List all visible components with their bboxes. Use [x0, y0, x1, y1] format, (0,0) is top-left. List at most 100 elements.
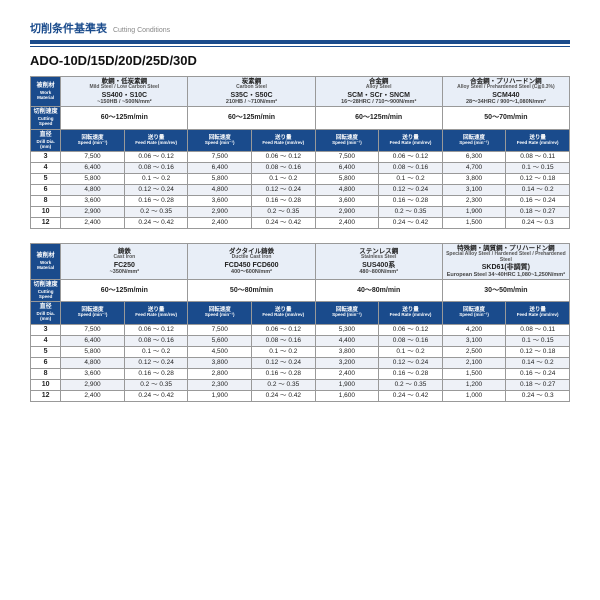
rotation-speed-header: 回転速度Speed (min⁻¹)	[61, 302, 125, 324]
feed-value: 0.12 ～ 0.24	[252, 184, 316, 195]
feed-value: 0.1 ～ 0.2	[379, 346, 443, 357]
feed-value: 0.1 ～ 0.2	[124, 346, 188, 357]
speed-value: 1,900	[442, 207, 506, 218]
speed-value: 4,200	[442, 324, 506, 335]
feed-value: 0.16 ～ 0.28	[379, 196, 443, 207]
cutting-conditions-table: 被削材Work Material軟鋼・低炭素鋼Mild Steel / Low …	[30, 76, 570, 229]
material-header: ステンレス鋼Stainless SteelSUS400系480~800N/mm²	[315, 244, 442, 280]
feed-value: 0.12 ～ 0.24	[252, 357, 316, 368]
speed-value: 2,100	[442, 357, 506, 368]
speed-value: 1,200	[442, 379, 506, 390]
speed-value: 7,500	[61, 324, 125, 335]
speed-value: 6,400	[188, 162, 252, 173]
diameter-cell: 12	[31, 218, 61, 229]
feed-value: 0.08 ～ 0.16	[124, 335, 188, 346]
speed-value: 7,500	[188, 151, 252, 162]
feed-value: 0.16 ～ 0.28	[124, 368, 188, 379]
rotation-speed-header: 回転速度Speed (min⁻¹)	[315, 302, 379, 324]
feed-value: 0.1 ～ 0.2	[252, 346, 316, 357]
title-jp: 切削条件基準表	[30, 23, 107, 35]
speed-value: 2,900	[61, 207, 125, 218]
speed-value: 4,400	[315, 335, 379, 346]
speed-value: 3,600	[61, 368, 125, 379]
speed-value: 3,800	[315, 346, 379, 357]
material-header: 炭素鋼Carbon SteelS35C・S50C210HB / ~710N/mm…	[188, 77, 315, 107]
table-row: 122,4000.24 ～ 0.422,4000.24 ～ 0.422,4000…	[31, 218, 570, 229]
feed-value: 0.18 ～ 0.27	[506, 379, 570, 390]
rotation-speed-header: 回転速度Speed (min⁻¹)	[442, 302, 506, 324]
diameter-cell: 8	[31, 196, 61, 207]
diameter-cell: 10	[31, 379, 61, 390]
speed-value: 4,800	[188, 184, 252, 195]
speed-value: 7,500	[188, 324, 252, 335]
page-header: 切削条件基準表 Cutting Conditions ADO-10D/15D/2…	[30, 20, 570, 68]
table-row: 122,4000.24 ～ 0.421,9000.24 ～ 0.421,6000…	[31, 390, 570, 401]
speed-value: 5,300	[315, 324, 379, 335]
feed-value: 0.12 ～ 0.18	[506, 346, 570, 357]
feed-value: 0.12 ～ 0.24	[379, 357, 443, 368]
rotation-speed-header: 回転速度Speed (min⁻¹)	[61, 129, 125, 151]
speed-value: 3,600	[61, 196, 125, 207]
material-header: 特殊鋼・調質鋼・プリハードン鋼Special Alloy Steel / Har…	[442, 244, 569, 280]
cutting-speed-cell: 60～125m/min	[188, 107, 315, 129]
cutting-speed-cell: 40～80m/min	[315, 280, 442, 302]
feed-value: 0.1 ～ 0.15	[506, 162, 570, 173]
feed-value: 0.06 ～ 0.12	[379, 324, 443, 335]
diameter-cell: 6	[31, 357, 61, 368]
speed-value: 6,300	[442, 151, 506, 162]
feed-rate-header: 送り量Feed Rate (mm/rev)	[124, 129, 188, 151]
feed-value: 0.2 ～ 0.35	[252, 207, 316, 218]
feed-value: 0.06 ～ 0.12	[379, 151, 443, 162]
speed-value: 1,500	[442, 368, 506, 379]
diameter-cell: 12	[31, 390, 61, 401]
feed-rate-header: 送り量Feed Rate (mm/rev)	[252, 302, 316, 324]
feed-value: 0.12 ～ 0.18	[506, 173, 570, 184]
feed-value: 0.2 ～ 0.35	[252, 379, 316, 390]
feed-value: 0.08 ～ 0.16	[252, 335, 316, 346]
diameter-cell: 4	[31, 162, 61, 173]
feed-value: 0.16 ～ 0.28	[252, 368, 316, 379]
speed-value: 1,900	[315, 379, 379, 390]
speed-value: 2,500	[442, 346, 506, 357]
feed-value: 0.24 ～ 0.3	[506, 218, 570, 229]
table-row: 55,8000.1 ～ 0.25,8000.1 ～ 0.25,8000.1 ～ …	[31, 173, 570, 184]
cutting-speed-cell: 30～50m/min	[442, 280, 569, 302]
speed-value: 1,900	[188, 390, 252, 401]
diameter-cell: 10	[31, 207, 61, 218]
feed-value: 0.24 ～ 0.3	[506, 390, 570, 401]
speed-value: 4,700	[442, 162, 506, 173]
table-row: 64,8000.12 ～ 0.243,8000.12 ～ 0.243,2000.…	[31, 357, 570, 368]
feed-value: 0.14 ～ 0.2	[506, 184, 570, 195]
speed-value: 4,800	[315, 184, 379, 195]
speed-value: 2,400	[188, 218, 252, 229]
speed-value: 5,800	[61, 346, 125, 357]
feed-value: 0.08 ～ 0.16	[124, 162, 188, 173]
speed-value: 5,800	[315, 173, 379, 184]
feed-value: 0.12 ～ 0.24	[124, 357, 188, 368]
diameter-cell: 4	[31, 335, 61, 346]
speed-value: 1,000	[442, 390, 506, 401]
speed-value: 2,400	[61, 218, 125, 229]
speed-value: 2,300	[442, 196, 506, 207]
diameter-cell: 3	[31, 151, 61, 162]
cutting-speed-cell: 60～125m/min	[315, 107, 442, 129]
feed-rate-header: 送り量Feed Rate (mm/rev)	[252, 129, 316, 151]
feed-value: 0.12 ～ 0.24	[124, 184, 188, 195]
table-row: 55,8000.1 ～ 0.24,5000.1 ～ 0.23,8000.1 ～ …	[31, 346, 570, 357]
feed-rate-header: 送り量Feed Rate (mm/rev)	[506, 302, 570, 324]
feed-value: 0.24 ～ 0.42	[252, 218, 316, 229]
speed-value: 3,600	[188, 196, 252, 207]
speed-value: 5,800	[188, 173, 252, 184]
speed-value: 6,400	[61, 162, 125, 173]
feed-rate-header: 送り量Feed Rate (mm/rev)	[379, 302, 443, 324]
feed-value: 0.16 ～ 0.24	[506, 196, 570, 207]
diameter-cell: 5	[31, 346, 61, 357]
table-row: 37,5000.06 ～ 0.127,5000.06 ～ 0.127,5000.…	[31, 151, 570, 162]
material-header: 鋳鉄Cast IronFC250~350N/mm²	[61, 244, 188, 280]
material-header: 軟鋼・低炭素鋼Mild Steel / Low Carbon SteelSS40…	[61, 77, 188, 107]
feed-value: 0.06 ～ 0.12	[124, 324, 188, 335]
table-row: 64,8000.12 ～ 0.244,8000.12 ～ 0.244,8000.…	[31, 184, 570, 195]
speed-value: 5,800	[61, 173, 125, 184]
feed-value: 0.06 ～ 0.12	[124, 151, 188, 162]
table-row: 83,6000.16 ～ 0.283,6000.16 ～ 0.283,6000.…	[31, 196, 570, 207]
